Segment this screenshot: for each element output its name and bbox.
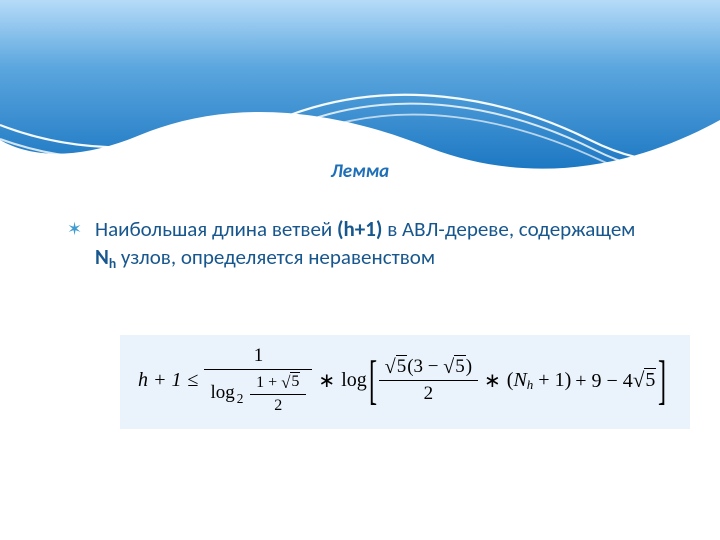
slide-title: Лемма [0, 160, 720, 183]
body-pre: Наибольшая длина ветвей [95, 216, 337, 242]
star-1: ∗ [318, 368, 335, 393]
bracket-close: ] [658, 353, 666, 407]
tail: + 9 − 4√5 [575, 368, 656, 393]
body-h1: (h+1) [337, 216, 382, 242]
body-mid: в АВЛ-дереве, содержащем [382, 216, 635, 242]
frac-outer: 1 log2 1 + √5 2 [204, 345, 312, 415]
Nh-term: (Nh + 1) [507, 369, 571, 392]
formula: h + 1 ≤ 1 log2 1 + √5 2 ∗ log [ √5(3 − √… [120, 335, 690, 429]
bullet-icon: ✶ [67, 217, 82, 241]
bracket-open: [ [369, 353, 377, 407]
body-post: узлов, определяется неравенством [116, 244, 435, 270]
frac-inner: √5(3 − √5) 2 [379, 355, 478, 405]
le-sign: ≤ [188, 369, 199, 392]
star-2: ∗ [484, 368, 501, 393]
slide: Лемма ✶ Наибольшая длина ветвей (h+1) в … [0, 0, 720, 540]
formula-lhs: h + 1 [138, 369, 182, 392]
body-text: ✶ Наибольшая длина ветвей (h+1) в АВЛ-де… [95, 215, 650, 272]
body-N: Nh [95, 244, 116, 270]
log-outer: log [341, 369, 367, 392]
